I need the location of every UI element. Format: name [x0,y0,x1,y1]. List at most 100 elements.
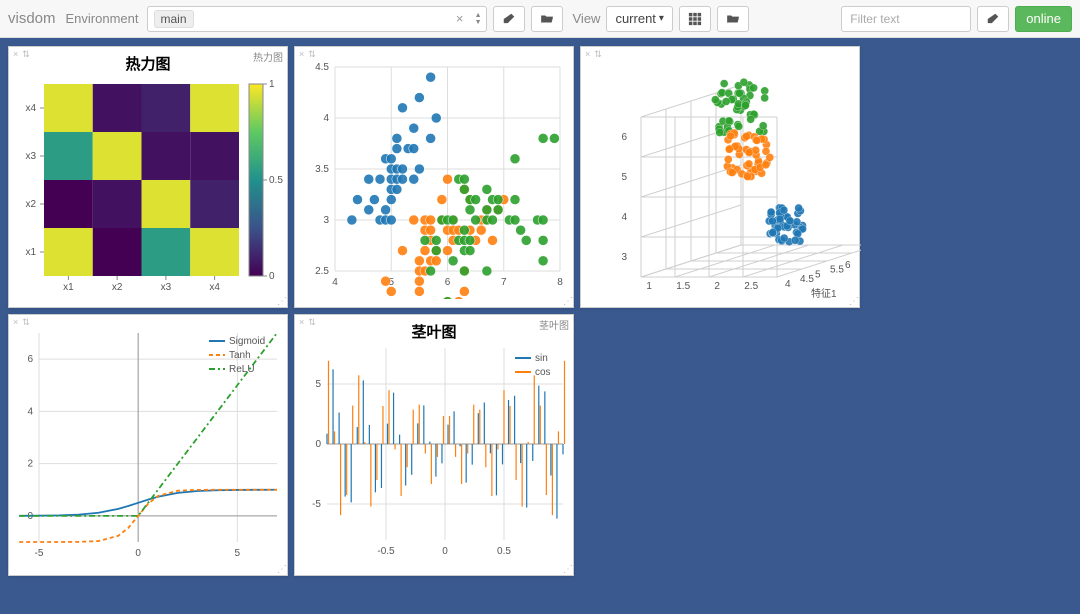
resize-grip-icon[interactable]: ⋰ [563,296,571,307]
svg-text:6: 6 [27,354,33,365]
svg-text:3: 3 [621,252,627,263]
env-clear-icon[interactable]: × [456,11,464,26]
svg-text:0: 0 [135,548,141,559]
svg-text:2.5: 2.5 [744,281,758,292]
close-icon[interactable]: × [13,317,18,328]
close-icon[interactable]: × [585,49,590,60]
svg-text:1.5: 1.5 [676,281,690,292]
filter-input[interactable] [841,6,971,32]
svg-text:4.5: 4.5 [315,62,329,73]
scatter3d-plot: 345611.522.544.555.566.57特征1 [581,47,861,299]
resize-grip-icon[interactable]: ⋰ [563,564,571,575]
activations-plot: -5050246SigmoidTanhReLU [9,315,289,567]
svg-text:1: 1 [269,79,275,90]
svg-text:x1: x1 [25,247,36,258]
svg-text:5.5: 5.5 [830,265,844,276]
brand: visdom [8,10,56,27]
svg-text:sin: sin [535,353,548,364]
svg-text:3.5: 3.5 [315,164,329,175]
close-icon[interactable]: × [13,49,18,60]
svg-text:0.5: 0.5 [497,546,511,557]
svg-text:-5: -5 [35,548,44,559]
view-select[interactable]: current [606,6,673,32]
env-select[interactable]: main × ▲▼ [147,6,487,32]
svg-text:4: 4 [323,113,329,124]
env-tag: main [154,10,194,28]
svg-text:Sigmoid: Sigmoid [229,336,265,347]
svg-text:x2: x2 [25,199,36,210]
panel-drag-handle[interactable]: ×⇅ [13,317,30,328]
panel-drag-handle[interactable]: ×⇅ [585,49,602,60]
close-icon[interactable]: × [299,317,304,328]
svg-text:4: 4 [785,279,791,290]
open-view-button[interactable] [717,6,749,32]
svg-text:6: 6 [445,277,451,288]
svg-text:0: 0 [269,271,275,282]
grid-icon [688,12,702,26]
svg-text:0: 0 [442,546,448,557]
svg-text:Tanh: Tanh [229,350,251,361]
grid-view-button[interactable] [679,6,711,32]
svg-text:1: 1 [646,281,652,292]
svg-text:cos: cos [535,367,551,378]
svg-text:2: 2 [714,281,720,292]
panel-type-label: 热力图 [253,49,283,64]
folder-open-icon [726,12,740,26]
resize-grip-icon[interactable]: ⋰ [277,296,285,307]
panel-heatmap[interactable]: ×⇅ 热力图 热力图 x1x1x2x2x3x3x4x400.51 ⋰ [8,46,288,308]
resize-grip-icon[interactable]: ⋰ [849,296,857,307]
svg-text:-0.5: -0.5 [377,546,395,557]
view-label: View [573,11,601,26]
workspace: ×⇅ 热力图 热力图 x1x1x2x2x3x3x4x400.51 ⋰ ×⇅ 45… [0,38,1080,614]
svg-text:5: 5 [815,269,821,280]
svg-text:x1: x1 [63,282,74,293]
svg-text:x3: x3 [161,282,172,293]
svg-text:4: 4 [621,212,627,223]
clear-env-button[interactable] [493,6,525,32]
env-label: Environment [66,11,139,26]
svg-text:x3: x3 [25,151,36,162]
resize-grip-icon[interactable]: ⋰ [277,564,285,575]
env-spinner-icon[interactable]: ▲▼ [475,12,482,26]
svg-text:3: 3 [323,215,329,226]
panel-drag-handle[interactable]: ×⇅ [299,317,316,328]
svg-text:2: 2 [27,459,33,470]
heatmap-plot: x1x1x2x2x3x3x4x400.51 [9,74,289,306]
eraser-icon [502,12,516,26]
panel-activations[interactable]: ×⇅ -5050246SigmoidTanhReLU ⋰ [8,314,288,576]
svg-text:7: 7 [501,277,507,288]
svg-text:5: 5 [235,548,241,559]
folder-open-icon [540,12,554,26]
svg-text:8: 8 [557,277,563,288]
close-icon[interactable]: × [299,49,304,60]
svg-text:5: 5 [315,379,321,390]
eraser-icon [986,12,1000,26]
panel-type-label: 茎叶图 [539,317,569,332]
heatmap-title: 热力图 [9,47,287,74]
svg-text:0: 0 [315,439,321,450]
svg-text:4: 4 [27,406,33,417]
svg-text:2.5: 2.5 [315,266,329,277]
svg-text:特征1: 特征1 [811,288,837,299]
svg-text:6: 6 [845,260,851,271]
scatter2d-plot: 456782.533.544.5 [295,47,575,299]
panel-scatter2d[interactable]: ×⇅ 456782.533.544.5 ⋰ [294,46,574,308]
svg-text:4: 4 [332,277,338,288]
svg-text:6: 6 [621,132,627,143]
toolbar: visdom Environment main × ▲▼ View curren… [0,0,1080,38]
svg-text:x2: x2 [112,282,123,293]
panel-stem[interactable]: ×⇅ 茎叶图 茎叶图 -0.500.5-505sincos ⋰ [294,314,574,576]
open-env-button[interactable] [531,6,563,32]
svg-text:x4: x4 [25,103,36,114]
panel-drag-handle[interactable]: ×⇅ [13,49,30,60]
panel-drag-handle[interactable]: ×⇅ [299,49,316,60]
svg-text:0.5: 0.5 [269,175,283,186]
svg-text:5: 5 [621,172,627,183]
svg-text:4.5: 4.5 [800,274,814,285]
stem-title: 茎叶图 [295,315,573,342]
online-status-button[interactable]: online [1015,6,1072,32]
stem-plot: -0.500.5-505sincos [295,342,575,564]
svg-text:6.5: 6.5 [860,255,861,266]
panel-scatter3d[interactable]: ×⇅ 345611.522.544.555.566.57特征1 ⋰ [580,46,860,308]
clear-filter-button[interactable] [977,6,1009,32]
